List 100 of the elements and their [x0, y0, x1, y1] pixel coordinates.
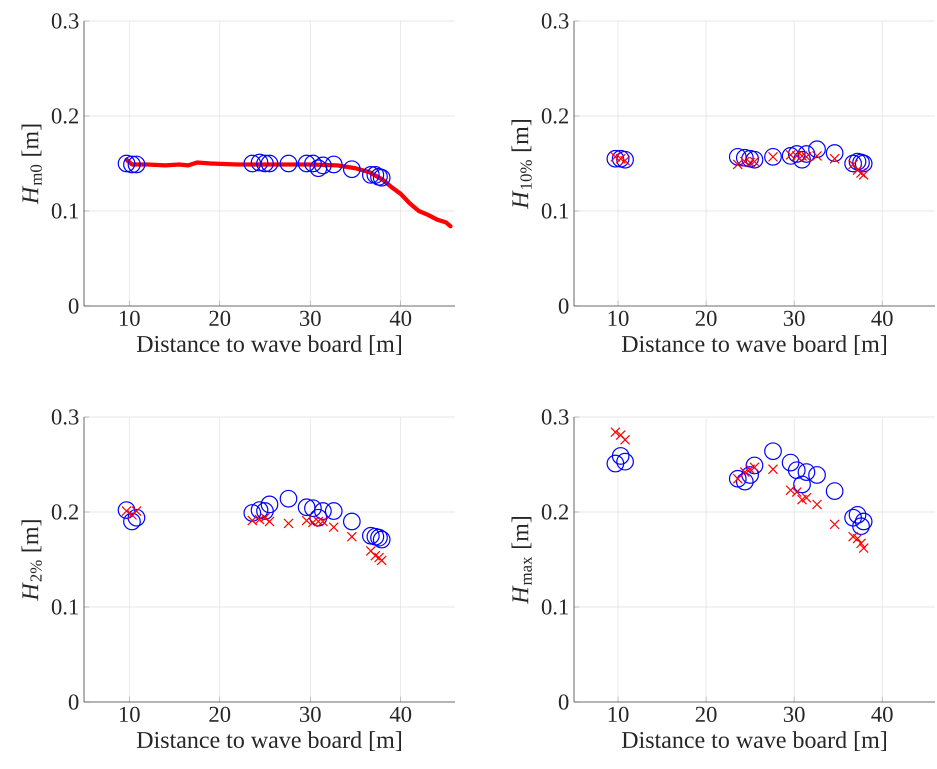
x-tick-label: 30 [300, 706, 321, 722]
x-tick-label: 40 [871, 706, 893, 722]
point [342, 160, 361, 178]
point [118, 501, 136, 519]
x-tick-label: 10 [608, 310, 629, 326]
point [788, 145, 806, 163]
x-axis-title: Distance to wave board [m] [622, 335, 886, 356]
point [314, 502, 332, 520]
point [852, 517, 870, 536]
point [370, 528, 388, 547]
point [792, 486, 802, 498]
point [260, 512, 270, 523]
point [616, 150, 634, 169]
x-axis-title: Distance to wave board [m] [136, 731, 402, 752]
y-tick-label: 0.2 [542, 108, 568, 124]
y-tick-label: 0.3 [52, 409, 78, 425]
x-tick-label: 30 [300, 310, 321, 326]
point [788, 461, 806, 480]
point [243, 154, 262, 172]
point [366, 166, 384, 184]
point [374, 552, 384, 563]
point [854, 512, 873, 530]
point [298, 154, 316, 172]
point [324, 156, 343, 174]
y-tick-label: 0.3 [542, 13, 568, 29]
point [324, 502, 343, 520]
point [741, 150, 759, 168]
point [852, 154, 870, 172]
point [848, 506, 866, 524]
y-tick-label: 0 [68, 298, 78, 314]
point [606, 454, 624, 472]
point [250, 501, 268, 519]
y-tick-label: 0.3 [52, 13, 78, 29]
point [858, 170, 869, 180]
point [370, 168, 388, 186]
y-tick-label: 0.1 [542, 203, 568, 219]
point [764, 442, 782, 460]
y-tick-label: 0 [68, 694, 78, 710]
y-tick-label: 0.3 [542, 409, 568, 425]
point [728, 470, 747, 488]
point [798, 463, 816, 481]
point [844, 508, 862, 527]
point [123, 512, 141, 530]
point [808, 140, 826, 158]
y-tick-label: 0.1 [52, 203, 78, 219]
point [372, 530, 391, 548]
x-axis-title: Distance to wave board [m] [136, 335, 402, 356]
y-tick-label: 0.1 [542, 599, 568, 615]
point [620, 434, 630, 445]
point [736, 148, 754, 167]
point [280, 154, 298, 172]
point [854, 154, 873, 172]
point [801, 492, 812, 503]
point [310, 508, 328, 527]
point [736, 472, 754, 490]
point [370, 550, 380, 561]
point [328, 522, 339, 532]
point [782, 147, 800, 165]
x-tick-label: 20 [209, 706, 230, 722]
x-tick-label: 30 [784, 706, 805, 722]
y-axis-title: H$_{m0}$ [m] [22, 124, 42, 204]
point [852, 165, 863, 176]
point [782, 454, 800, 472]
point [844, 154, 862, 172]
point [250, 154, 268, 172]
y-axis-title: H$_{10%}$ [m] [511, 120, 532, 210]
point [304, 499, 322, 518]
x-tick-label: 10 [120, 706, 140, 722]
x-tick-label: 40 [871, 310, 893, 326]
point [785, 485, 796, 496]
x-tick-label: 20 [696, 706, 717, 722]
y-axis-title: H$_{2%}$ [m] [21, 520, 42, 601]
point [741, 466, 759, 484]
point [310, 159, 328, 178]
point [260, 154, 278, 172]
point [826, 482, 844, 500]
point [616, 430, 626, 440]
point [346, 532, 357, 542]
point [260, 496, 278, 514]
point [728, 148, 747, 166]
point [362, 166, 380, 184]
y-tick-label: 0.2 [52, 504, 78, 520]
point [362, 526, 380, 545]
point [732, 159, 743, 170]
point [826, 144, 844, 162]
point [793, 476, 811, 494]
point [118, 154, 136, 172]
x-tick-label: 30 [784, 310, 805, 326]
point [848, 152, 866, 170]
point [366, 528, 384, 546]
y-axis-title: H$_{max}$ [m] [512, 516, 532, 604]
point [610, 427, 621, 438]
x-axis-title: Distance to wave board [m] [622, 731, 886, 752]
x-tick-label: 20 [696, 310, 717, 326]
y-tick-label: 0.2 [52, 108, 78, 124]
point [830, 519, 840, 530]
point [280, 490, 298, 508]
point [256, 502, 274, 520]
point [764, 148, 782, 166]
point [793, 150, 811, 169]
